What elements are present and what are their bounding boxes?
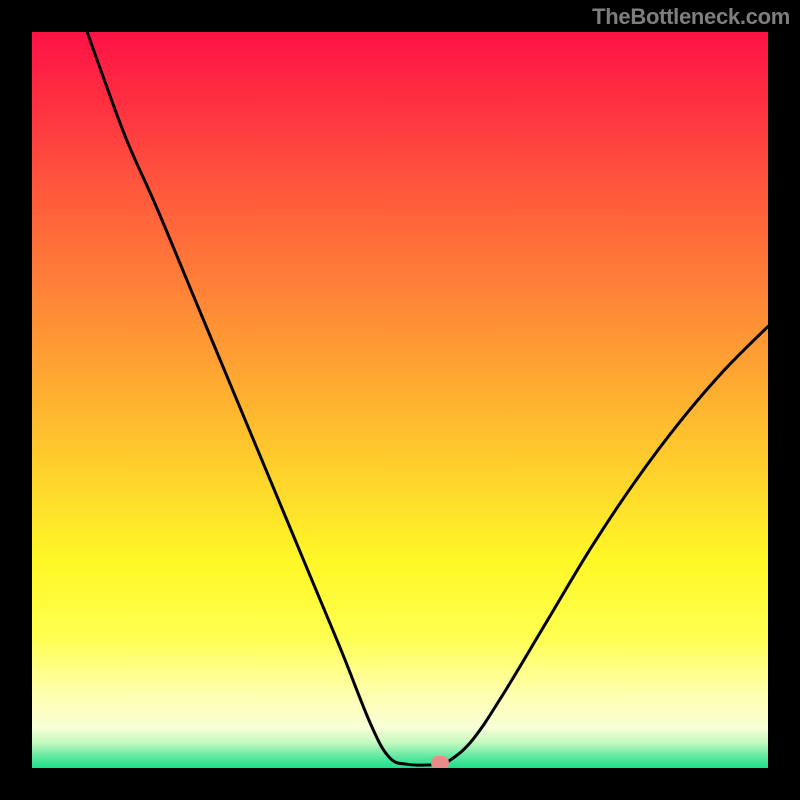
chart-frame: TheBottleneck.com	[0, 0, 800, 800]
border-left	[0, 0, 32, 800]
bottleneck-curve	[32, 32, 768, 768]
plot-area	[32, 32, 768, 768]
border-bottom	[0, 768, 800, 800]
border-right	[768, 0, 800, 800]
watermark-label: TheBottleneck.com	[592, 4, 790, 30]
optimal-marker-icon	[431, 756, 449, 768]
